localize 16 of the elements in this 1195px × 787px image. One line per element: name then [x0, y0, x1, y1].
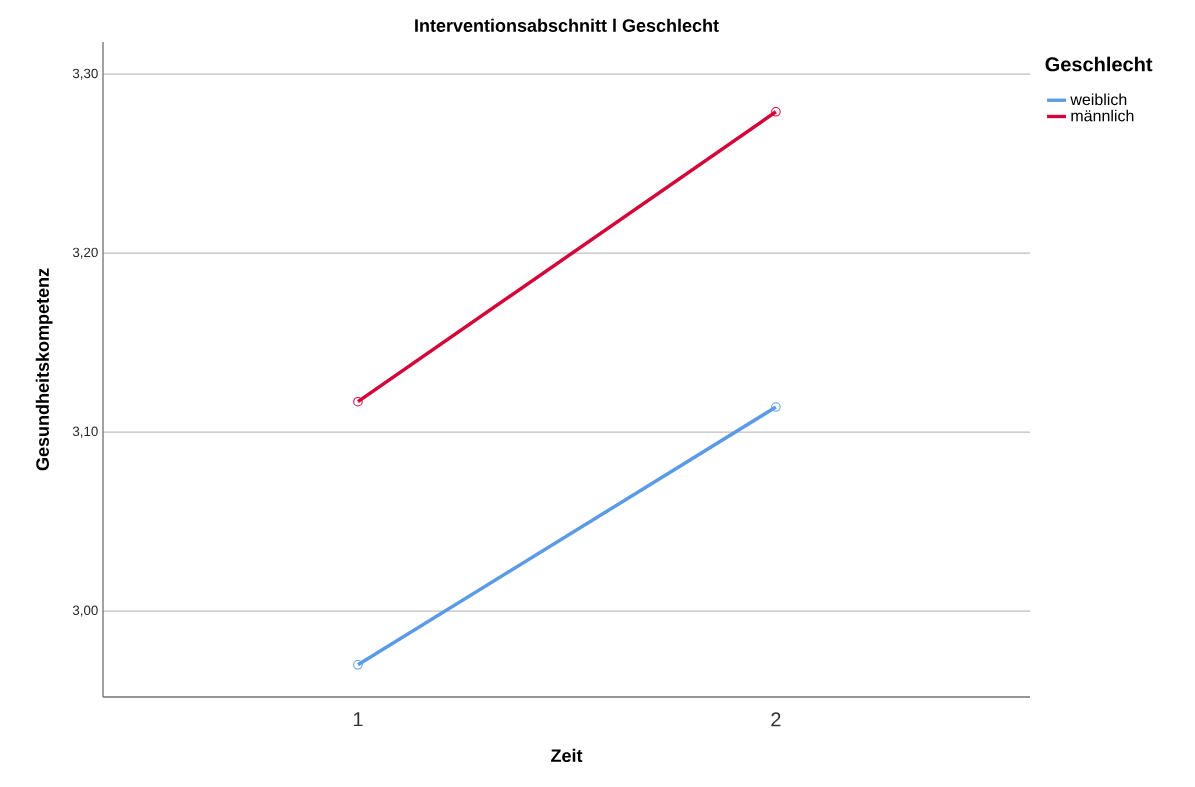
chart-title: Interventionsabschnitt l Geschlecht: [415, 18, 719, 32]
y-tick-label: 3,20: [72, 247, 98, 259]
y-axis-title: Gesundheitskompetenz: [35, 268, 53, 471]
point: [771, 402, 781, 412]
x-axis-title: Zeit: [551, 748, 583, 763]
y-tick-label: 3,10: [72, 426, 98, 438]
x-tick-label: 1: [353, 712, 363, 727]
point: [353, 396, 363, 407]
y-tick-label: 3,00: [72, 605, 98, 617]
point: [353, 659, 363, 670]
y-tick-label: 3,30: [72, 68, 98, 80]
legend-label: weiblich: [1070, 93, 1127, 106]
legend-title: Geschlecht: [1045, 56, 1153, 72]
x-tick-label: 2: [771, 712, 781, 727]
legend-label: männlich: [1071, 109, 1134, 122]
point: [771, 106, 781, 117]
